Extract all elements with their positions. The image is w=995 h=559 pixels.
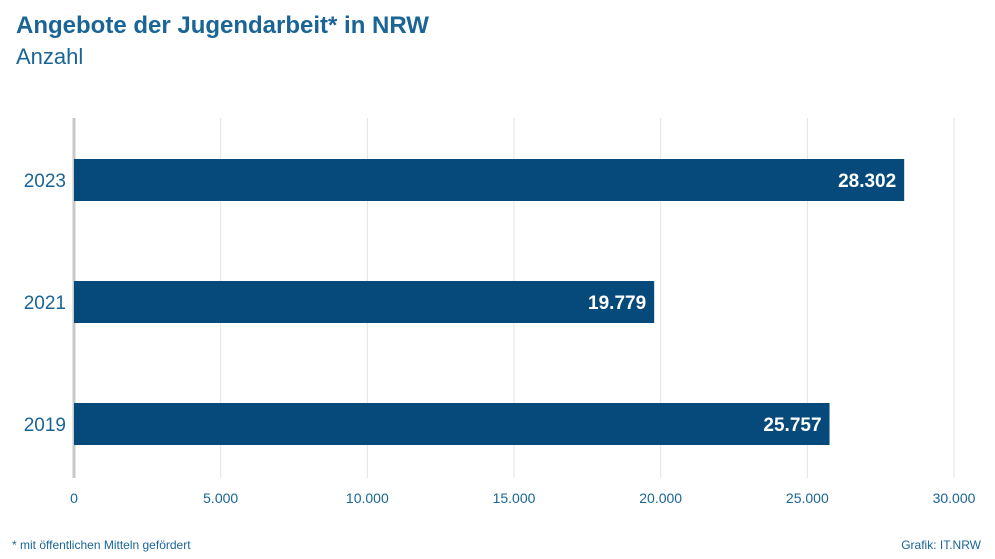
bar-value-label: 25.757 — [763, 415, 821, 436]
x-tick-label: 30.000 — [933, 490, 976, 506]
category-label: 2019 — [24, 415, 66, 436]
x-tick-label: 10.000 — [346, 490, 389, 506]
value-labels: 28.302 19.779 25.757 — [588, 171, 896, 436]
category-label: 2023 — [24, 171, 66, 192]
x-tick-label: 5.000 — [203, 490, 238, 506]
bars — [74, 159, 905, 445]
bar — [74, 281, 655, 323]
bar — [74, 159, 905, 201]
source-credit: Grafik: IT.NRW — [901, 538, 981, 552]
category-labels: 2023 2021 2019 — [24, 171, 66, 436]
x-tick-label: 25.000 — [786, 490, 829, 506]
x-tick-labels: 0 5.000 10.000 15.000 20.000 25.000 30.000 — [70, 490, 976, 506]
bar-value-label: 28.302 — [838, 171, 896, 192]
x-tick-label: 0 — [70, 490, 78, 506]
chart-subtitle: Anzahl — [16, 44, 84, 69]
bar — [74, 403, 830, 445]
x-tick-label: 20.000 — [639, 490, 682, 506]
bar-value-label: 19.779 — [588, 293, 646, 314]
x-tick-label: 15.000 — [493, 490, 536, 506]
footnote: * mit öffentlichen Mitteln gefördert — [12, 538, 191, 552]
category-label: 2021 — [24, 293, 66, 314]
chart-title: Angebote der Jugendarbeit* in NRW — [16, 12, 429, 39]
